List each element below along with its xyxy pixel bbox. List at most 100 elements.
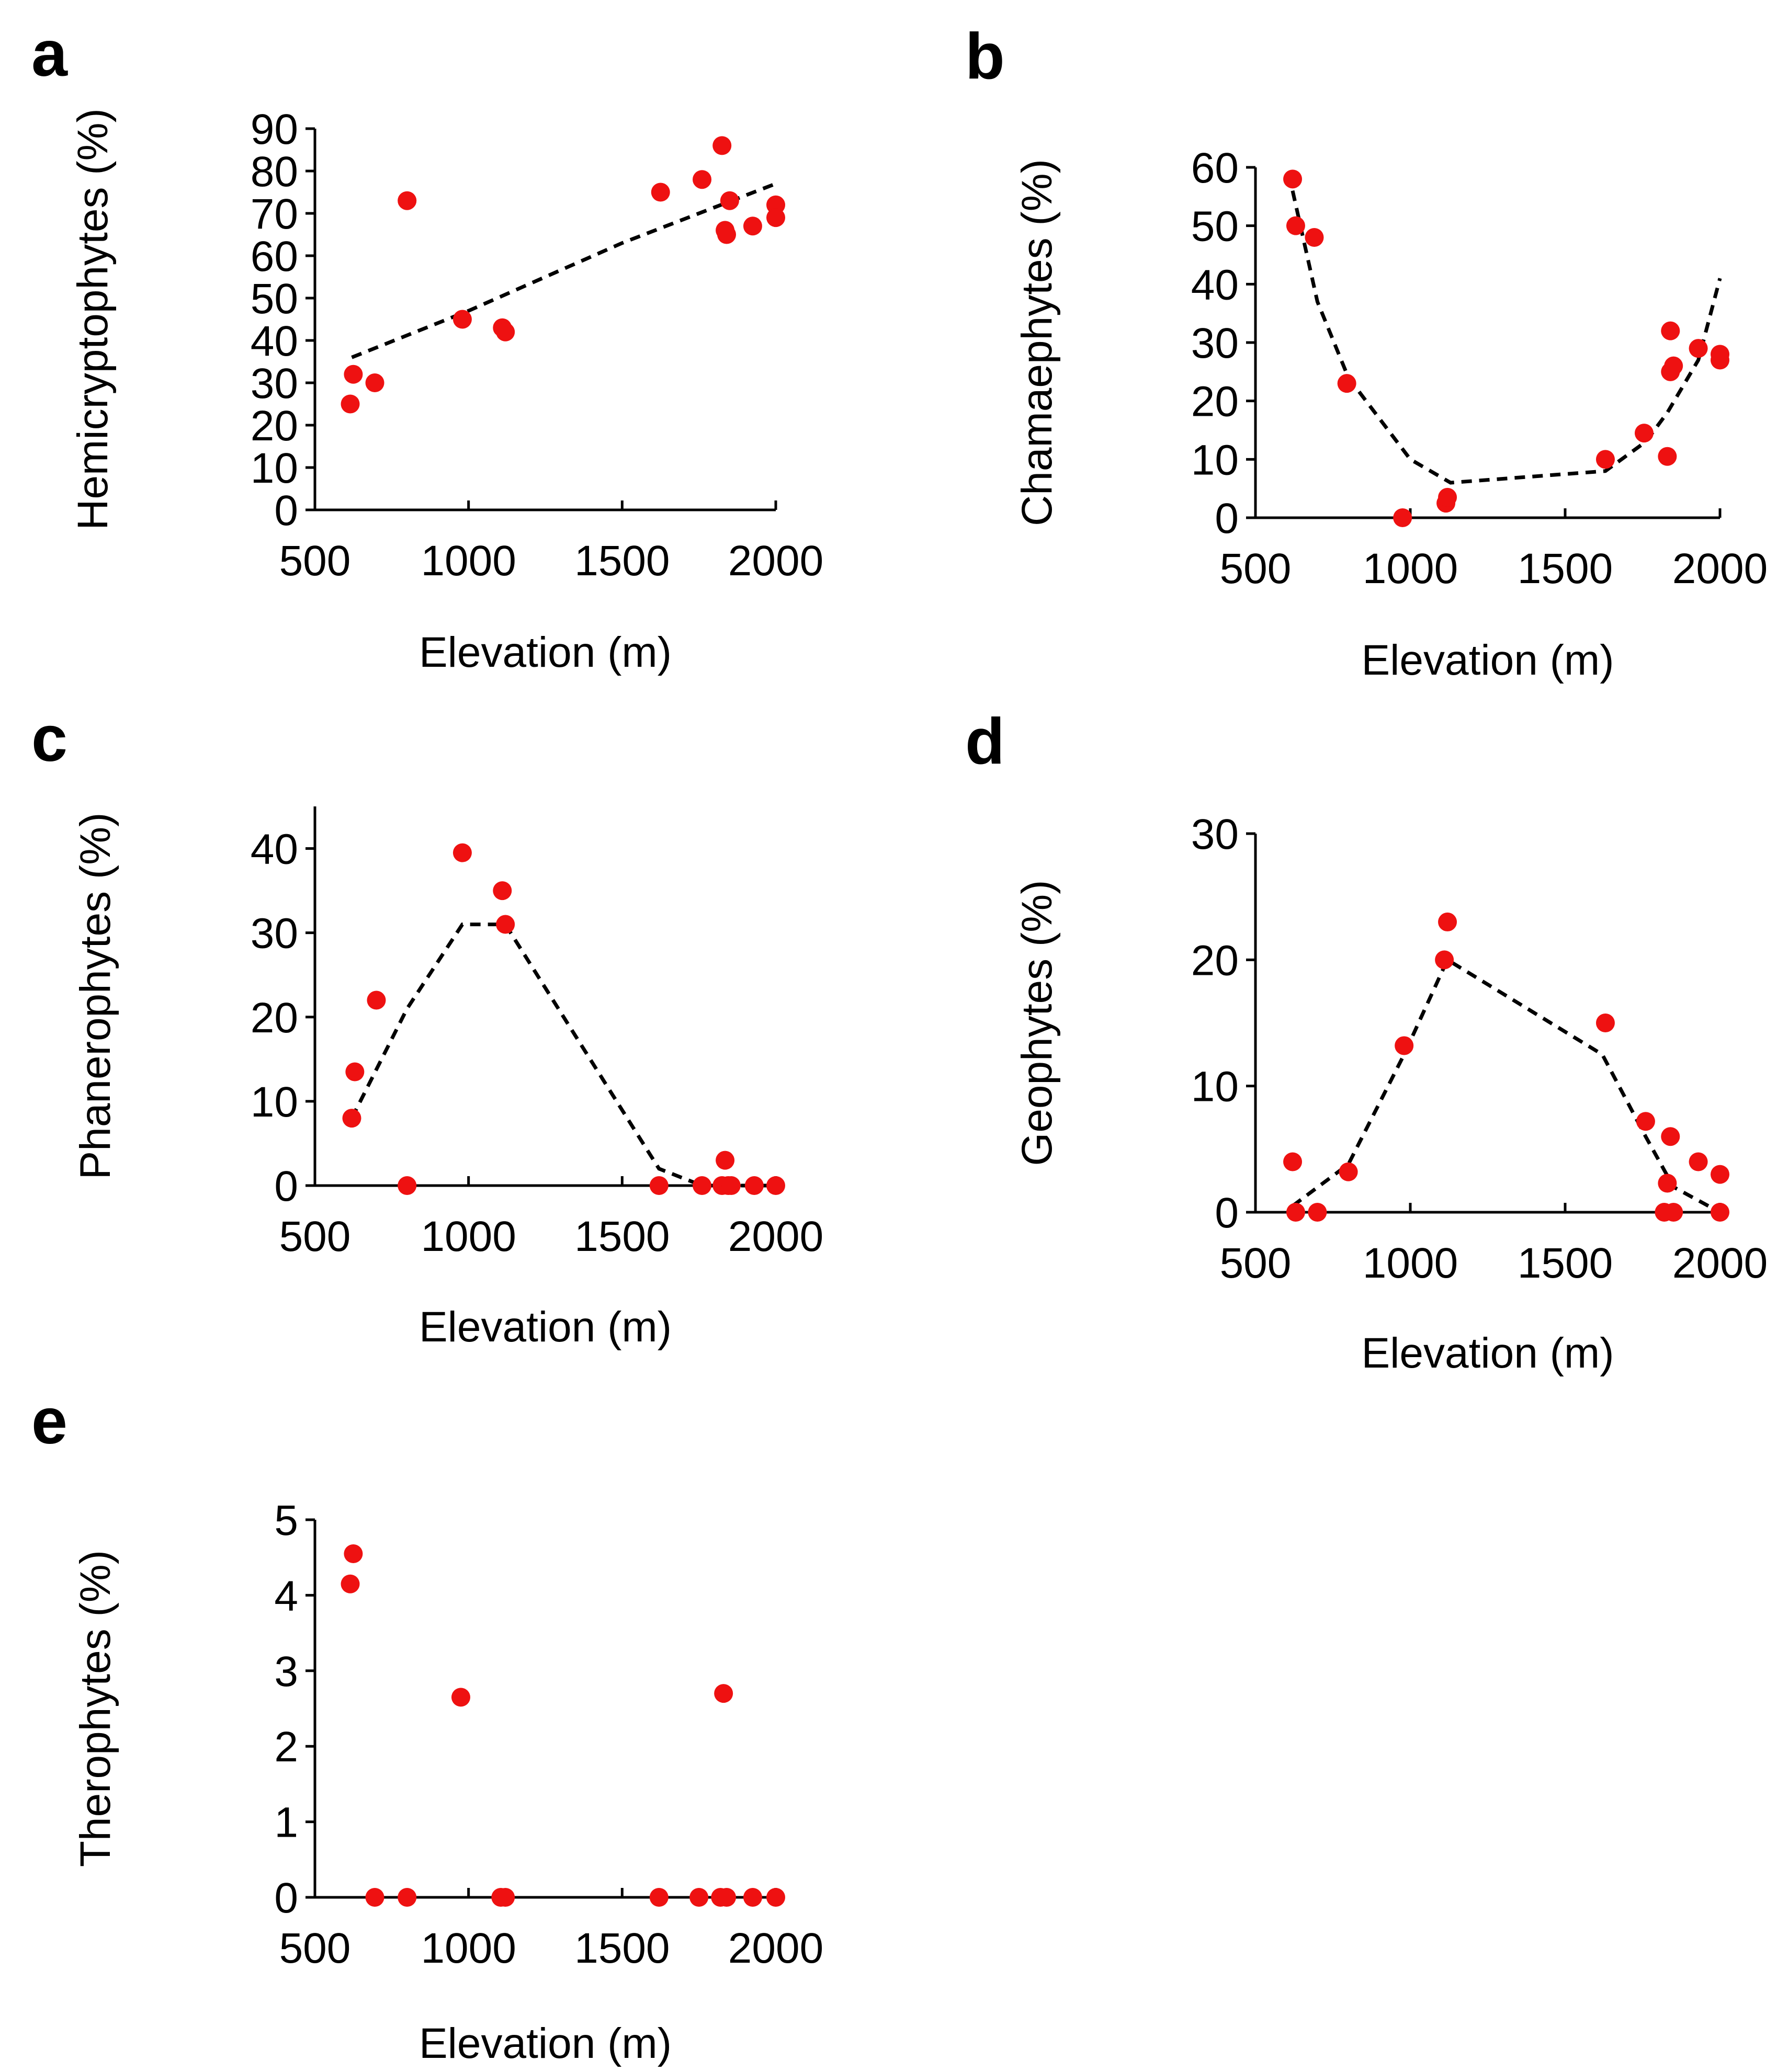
x-tick-label: 1000	[421, 1213, 516, 1260]
panel-letter: d	[965, 705, 1005, 778]
x-axis-label: Elevation (m)	[1361, 636, 1614, 684]
y-tick-label: 60	[1191, 144, 1239, 192]
data-point	[398, 1888, 417, 1907]
data-point	[689, 1888, 709, 1907]
data-point	[1393, 508, 1412, 527]
x-tick-label: 1000	[421, 537, 516, 585]
data-point	[1661, 321, 1680, 340]
x-axis-label: Elevation (m)	[419, 2020, 672, 2067]
data-point	[1689, 1152, 1708, 1171]
trend-line	[351, 182, 777, 359]
data-point	[1711, 1165, 1729, 1184]
y-tick-label: 30	[251, 360, 298, 407]
x-tick-label: 2000	[728, 1925, 823, 1972]
data-point	[1283, 169, 1303, 189]
data-point	[365, 1888, 384, 1907]
x-tick-label: 1500	[574, 1213, 670, 1260]
y-tick-label: 4	[274, 1572, 298, 1620]
data-point	[452, 843, 472, 862]
data-point	[717, 1888, 737, 1907]
data-point	[1438, 487, 1457, 507]
data-point	[1305, 228, 1324, 247]
data-point	[649, 1176, 669, 1195]
y-tick-label: 0	[1215, 495, 1239, 542]
panel-letter: e	[31, 1385, 67, 1458]
panel-d: d 0 10 20 30 500 1000 1500 2000 Elevation (m) Geop…	[965, 705, 1768, 1377]
data-point	[1658, 447, 1677, 466]
data-point	[344, 365, 363, 384]
x-tick-label: 500	[279, 1925, 351, 1972]
data-point	[1595, 450, 1615, 469]
x-tick-label: 1500	[1518, 1239, 1613, 1287]
data-point	[1438, 912, 1457, 931]
y-tick-label: 30	[1191, 320, 1239, 367]
data-point	[720, 191, 739, 210]
data-point	[712, 136, 732, 155]
data-point	[451, 1688, 470, 1707]
data-point	[493, 881, 512, 901]
y-tick-label: 90	[251, 106, 298, 153]
y-tick-label: 10	[251, 1078, 298, 1126]
data-point	[341, 394, 360, 414]
y-tick-label: 10	[1191, 436, 1239, 484]
data-point	[693, 170, 712, 189]
data-point	[717, 225, 737, 244]
data-point	[651, 183, 670, 202]
x-tick-label: 500	[279, 1213, 351, 1260]
x-axis-label: Elevation (m)	[419, 1303, 672, 1351]
x-tick-label: 500	[1220, 1239, 1292, 1287]
y-tick-label: 80	[251, 148, 298, 196]
y-tick-label: 70	[251, 190, 298, 238]
y-tick-label: 50	[251, 275, 298, 323]
data-point	[649, 1888, 669, 1907]
data-point	[398, 191, 417, 210]
x-tick-label: 1500	[574, 537, 670, 585]
data-point	[1339, 1162, 1358, 1181]
x-tick-label: 1000	[421, 1925, 516, 1972]
x-tick-label: 500	[1220, 545, 1292, 593]
data-point	[1308, 1203, 1327, 1222]
data-point	[345, 1062, 365, 1081]
data-point	[1661, 1127, 1680, 1146]
y-tick-label: 40	[251, 826, 298, 873]
y-tick-label: 40	[1191, 261, 1239, 309]
trend-line	[1291, 957, 1721, 1214]
x-axis-label: Elevation (m)	[1361, 1329, 1614, 1377]
data-point	[1395, 1036, 1414, 1055]
data-point	[365, 373, 384, 392]
data-point	[367, 991, 386, 1010]
data-point	[1283, 1152, 1303, 1171]
y-tick-label: 2	[274, 1723, 298, 1771]
data-point	[1664, 1203, 1683, 1222]
data-point	[1595, 1014, 1615, 1032]
y-tick-label: 50	[1191, 203, 1239, 251]
data-point	[766, 1888, 785, 1907]
panel-b: b 0 10 20 30 40 50 60 500 1000 1500 2000 Elevation (…	[965, 20, 1768, 684]
data-point	[1711, 1203, 1729, 1222]
data-point	[1337, 374, 1356, 393]
data-point	[743, 1888, 762, 1907]
y-tick-label: 60	[251, 233, 298, 280]
data-point	[766, 1176, 785, 1195]
data-point	[344, 1544, 363, 1563]
data-point	[1664, 356, 1683, 375]
data-point	[1636, 1112, 1655, 1131]
data-point	[1286, 216, 1305, 235]
data-point	[496, 915, 515, 934]
data-point	[496, 1888, 515, 1907]
data-point	[716, 1151, 735, 1170]
y-tick-label: 0	[274, 1874, 298, 1922]
data-point	[496, 322, 515, 341]
data-point	[693, 1176, 712, 1195]
y-axis-label: Chamaephytes (%)	[1013, 159, 1061, 526]
y-tick-label: 20	[251, 402, 298, 450]
panel-letter: a	[31, 18, 68, 90]
trend-line	[1291, 190, 1722, 485]
y-tick-label: 5	[274, 1497, 298, 1544]
y-tick-label: 30	[1191, 811, 1239, 858]
x-tick-label: 2000	[728, 1213, 823, 1260]
data-point	[1711, 350, 1729, 370]
y-tick-label: 0	[1215, 1189, 1239, 1237]
data-point	[398, 1176, 417, 1195]
